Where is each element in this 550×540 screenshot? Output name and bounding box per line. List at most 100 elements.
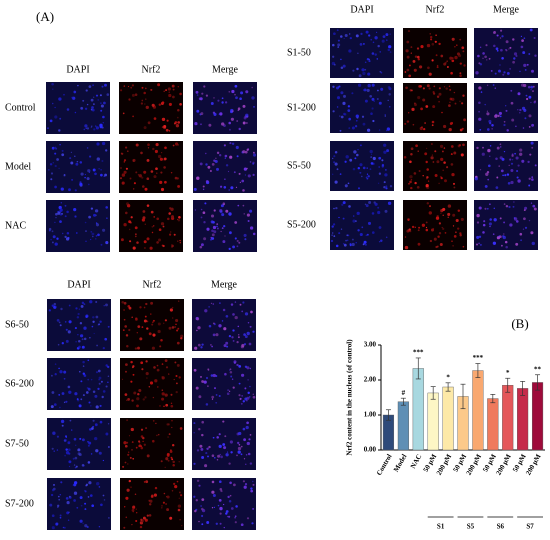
cell-dot xyxy=(432,105,436,109)
cell-dot xyxy=(530,141,534,145)
cell-dot xyxy=(438,92,442,96)
cell-dot xyxy=(448,127,452,132)
cell-dot xyxy=(531,123,535,127)
cell-dot xyxy=(108,517,110,519)
y-tick-label: 3.00 xyxy=(364,341,377,349)
cell-dot xyxy=(408,74,412,78)
cell-dot xyxy=(211,163,215,166)
cell-dot xyxy=(59,143,61,146)
cell-dot xyxy=(70,151,73,154)
cell-dot xyxy=(105,303,108,307)
cell-dot xyxy=(130,427,134,432)
cell-dot xyxy=(201,92,204,95)
cell-dot xyxy=(486,170,490,174)
cell-dot xyxy=(377,206,380,209)
cell-dot xyxy=(428,72,432,76)
cell-dot xyxy=(218,480,222,484)
cell-dot xyxy=(131,449,133,451)
cell-dot xyxy=(236,340,239,344)
cell-dot xyxy=(223,186,227,189)
cell-dot xyxy=(81,438,85,442)
cell-dot xyxy=(234,221,238,224)
cell-dot xyxy=(505,49,507,51)
micrograph xyxy=(119,200,183,252)
cell-dot xyxy=(211,345,213,348)
cell-dot xyxy=(124,444,128,448)
cell-dot xyxy=(503,120,506,123)
cell-dot xyxy=(479,243,482,246)
cell-dot xyxy=(102,494,105,497)
cell-dot xyxy=(211,398,214,400)
cell-dot xyxy=(248,342,252,346)
cell-dot xyxy=(415,68,417,71)
cell-dot xyxy=(171,458,174,461)
cell-dot xyxy=(334,150,338,154)
cell-dot xyxy=(63,377,66,380)
cell-dot xyxy=(440,212,442,215)
cell-dot xyxy=(332,223,336,226)
cell-dot xyxy=(238,382,241,385)
cell-dot xyxy=(417,150,419,152)
cell-dot xyxy=(372,156,376,161)
cell-dot xyxy=(441,111,443,114)
cell-dot xyxy=(150,301,154,305)
cell-dot xyxy=(63,438,67,442)
cell-dot xyxy=(453,91,456,94)
cell-dot xyxy=(529,153,532,156)
cell-dot xyxy=(151,346,155,350)
cell-dot xyxy=(221,101,224,104)
cell-dot xyxy=(364,61,367,63)
cell-dot xyxy=(171,326,175,329)
cell-dot xyxy=(424,152,428,156)
cell-dot xyxy=(97,233,100,237)
cell-dot xyxy=(247,321,250,324)
cell-dot xyxy=(367,83,371,88)
cell-dot xyxy=(218,444,222,449)
cell-dot xyxy=(161,507,163,509)
cell-dot xyxy=(92,419,95,422)
cell-dot xyxy=(534,100,536,102)
cell-dot xyxy=(165,403,169,407)
cell-dot xyxy=(489,155,491,157)
cell-dot xyxy=(196,329,198,332)
cell-dot xyxy=(356,116,359,119)
cell-dot xyxy=(233,361,237,364)
cell-dot xyxy=(79,519,83,523)
cell-dot xyxy=(342,64,346,68)
cell-dot xyxy=(246,148,249,151)
cell-dot xyxy=(333,161,336,164)
cell-dot xyxy=(429,239,433,243)
cell-dot xyxy=(442,214,444,216)
cell-dot xyxy=(135,508,137,510)
cell-dot xyxy=(451,59,455,63)
cell-dot xyxy=(219,506,223,511)
cell-dot xyxy=(49,163,53,166)
cell-dot xyxy=(455,231,457,234)
cell-dot xyxy=(85,240,87,242)
cell-dot xyxy=(51,526,55,530)
cell-dot xyxy=(66,108,70,111)
cell-dot xyxy=(70,161,74,165)
cell-dot xyxy=(331,234,333,236)
cell-dot xyxy=(373,100,375,102)
cell-dot xyxy=(206,227,210,231)
cell-dot xyxy=(75,307,78,310)
cell-dot xyxy=(161,101,165,104)
cell-dot xyxy=(137,346,140,350)
cell-dot xyxy=(75,444,77,446)
cell-dot xyxy=(144,103,146,105)
cell-dot xyxy=(434,40,437,43)
panel-label: (A) xyxy=(36,9,54,24)
cell-dot xyxy=(523,37,526,40)
cell-dot xyxy=(68,465,71,468)
cell-dot xyxy=(478,117,482,121)
cell-dot xyxy=(143,247,146,249)
cell-dot xyxy=(47,127,49,130)
cell-dot xyxy=(459,128,463,132)
cell-dot xyxy=(332,110,335,113)
cell-dot xyxy=(84,508,87,511)
cell-dot xyxy=(151,225,154,228)
cell-dot xyxy=(165,89,168,92)
cell-dot xyxy=(422,87,425,90)
micrograph xyxy=(193,141,257,193)
